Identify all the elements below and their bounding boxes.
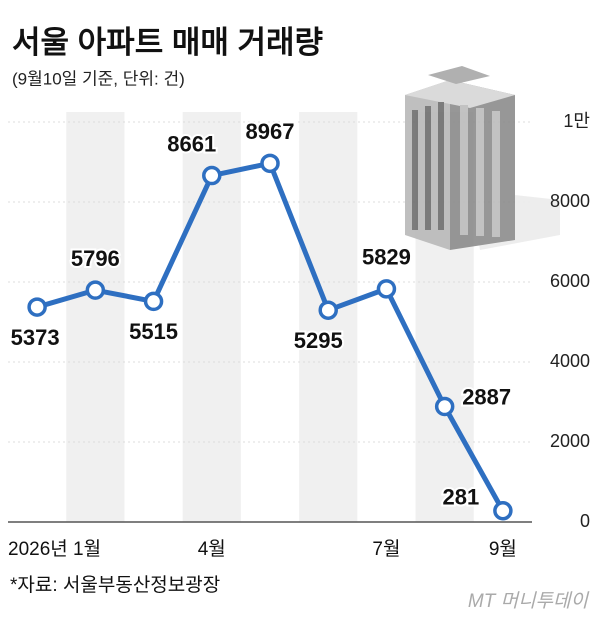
plot: 0 2000 4000 6000 8000 1만 2026년 1월 4월 7월 9월 5373 579… xyxy=(8,111,590,560)
point xyxy=(27,297,47,317)
point xyxy=(493,501,513,521)
point xyxy=(260,153,280,174)
point xyxy=(143,291,164,312)
source: *자료: 서울부동산정보광장 xyxy=(10,574,220,596)
point xyxy=(434,396,455,417)
value-label: 8967 xyxy=(246,119,295,144)
x-tick-label: 4월 xyxy=(198,538,226,560)
x-tick-label: 2026년 1월 xyxy=(8,538,101,560)
y-tick-label: 6000 xyxy=(550,271,590,291)
y-tick-label: 4000 xyxy=(550,351,590,371)
y-tick-label: 1만 xyxy=(563,111,590,131)
value-label: 2887 xyxy=(462,384,511,409)
value-label: 5515 xyxy=(129,319,178,344)
value-label: 281 xyxy=(443,485,480,510)
value-label: 5796 xyxy=(71,246,120,271)
point xyxy=(202,165,222,186)
chart-title: 서울 아파트 매매 거래량 xyxy=(12,25,323,60)
value-label: 5295 xyxy=(294,328,343,353)
x-tick-label: 9월 xyxy=(489,538,517,560)
chart-subtitle: (9월10일 기준, 단위: 건) xyxy=(12,69,185,88)
building xyxy=(405,66,560,250)
stripe xyxy=(66,112,125,522)
brand: MT 머니투데이 xyxy=(468,591,590,612)
y-tick-label: 8000 xyxy=(550,191,590,211)
y-tick-label: 0 xyxy=(580,511,590,531)
value-label: 8661 xyxy=(167,131,216,156)
x-tick-label: 7월 xyxy=(372,538,400,560)
point xyxy=(85,280,106,300)
value-label: 5829 xyxy=(362,245,411,270)
y-tick-label: 2000 xyxy=(550,431,590,451)
value-label: 5373 xyxy=(11,325,60,350)
point xyxy=(318,300,338,320)
point xyxy=(376,279,397,299)
